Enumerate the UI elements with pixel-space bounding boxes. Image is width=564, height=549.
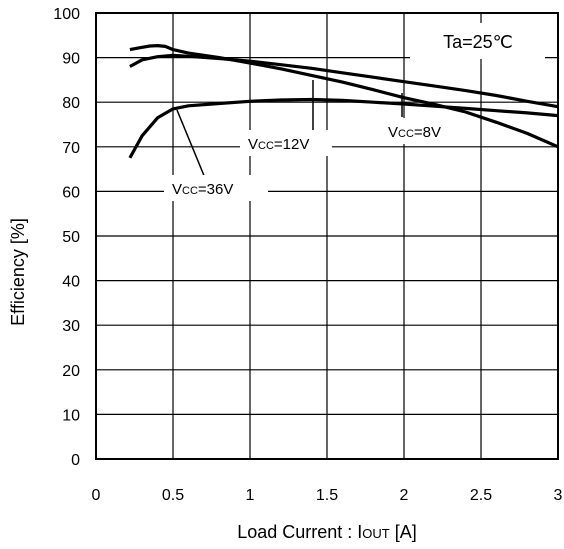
y-tick-label: 60 (62, 184, 80, 201)
x-tick-label: 2 (400, 487, 409, 504)
label-bg-36v (164, 175, 268, 201)
series-label-12v: VCC=12V (248, 136, 309, 153)
label-bg-12v (240, 130, 332, 156)
x-tick-label: 0.5 (162, 487, 184, 504)
y-tick-label: 90 (62, 51, 80, 68)
x-axis-label-suffix: [A] (390, 522, 417, 542)
label-bg-8v (381, 118, 463, 144)
plot-frame (95, 12, 559, 460)
x-tick-label: 2.5 (470, 487, 492, 504)
x-tick-label: 0 (92, 487, 101, 504)
x-axis-label-prefix: Load Current : I (237, 522, 362, 542)
series-label-36v: VCC=36V (172, 181, 233, 198)
y-tick-label: 20 (62, 363, 80, 380)
x-tick-label: 1 (246, 487, 255, 504)
x-tick-label: 1.5 (316, 487, 338, 504)
y-tick-label: 80 (62, 95, 80, 112)
series-layer (128, 44, 559, 159)
annotation-text: Ta=25℃ (443, 32, 513, 52)
series-line-1 (129, 44, 559, 149)
y-tick-label: 0 (71, 452, 80, 469)
y-axis-label: Efficiency [%] (8, 218, 28, 326)
y-tick-label: 70 (62, 140, 80, 157)
y-tick-label: 40 (62, 274, 80, 291)
annotation-box (410, 23, 545, 59)
series-line-2 (128, 97, 559, 159)
leader-36v (176, 109, 206, 179)
x-axis-label: Load Current : IOUT [A] (237, 522, 417, 542)
series-label-8v: VCC=8V (388, 124, 441, 141)
series-line-0 (129, 53, 559, 109)
y-tick-label: 100 (53, 6, 80, 23)
y-tick-label: 50 (62, 229, 80, 246)
y-tick-label: 30 (62, 318, 80, 335)
x-axis-label-sub: OUT (362, 526, 390, 541)
y-tick-label: 10 (62, 407, 80, 424)
x-tick-label: 3 (554, 487, 563, 504)
